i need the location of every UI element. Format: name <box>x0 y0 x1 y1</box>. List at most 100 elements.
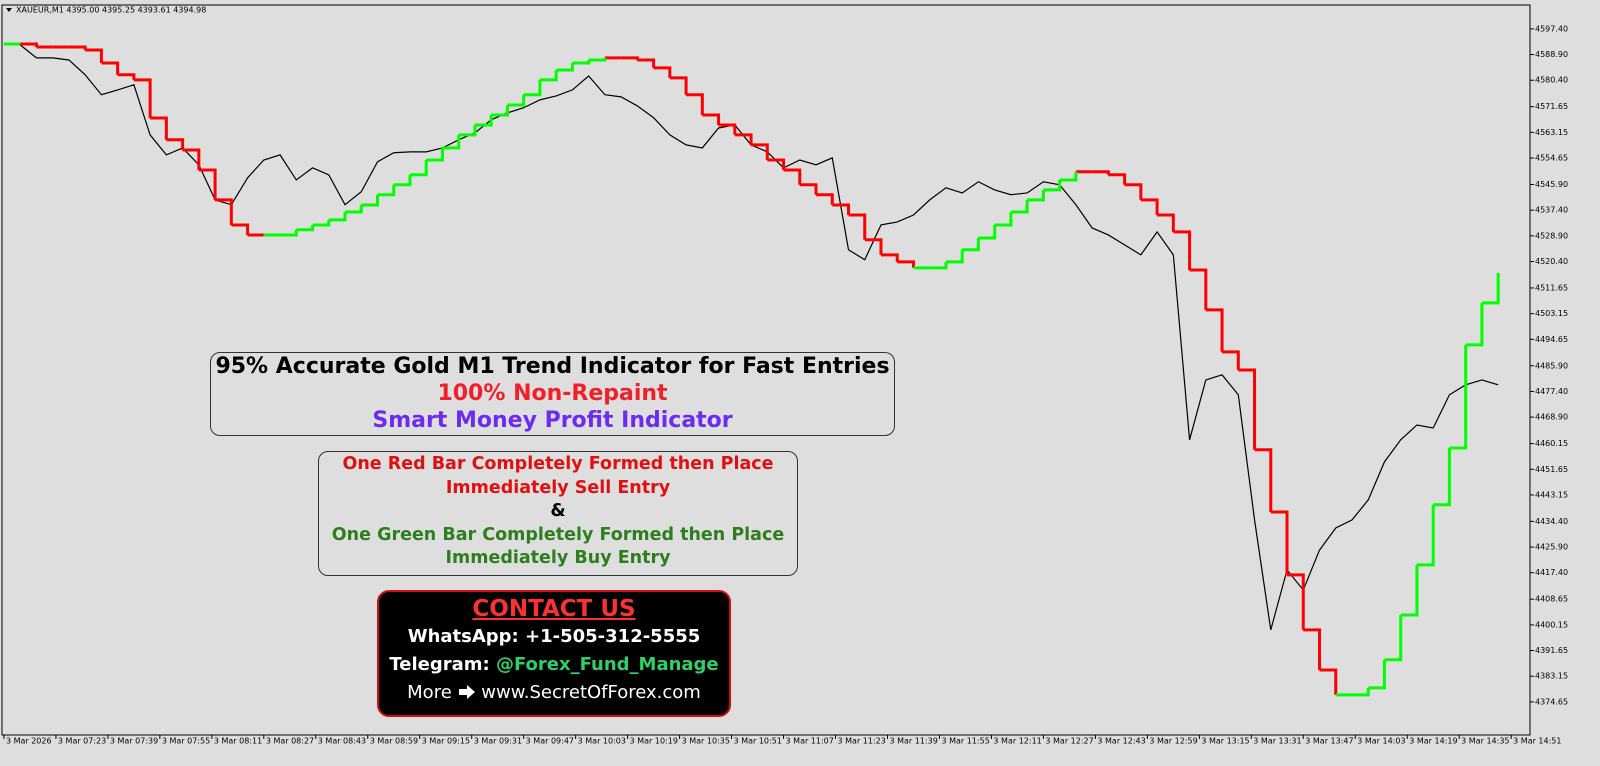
trend-step <box>1449 344 1468 450</box>
trend-step <box>556 63 574 72</box>
trend-step <box>848 213 867 240</box>
trend-step <box>653 66 672 78</box>
trend-step <box>1465 302 1484 347</box>
trend-step <box>816 193 834 206</box>
trend-step <box>491 105 509 117</box>
y-tick-label: 4554.65 <box>1535 154 1568 163</box>
trend-step <box>523 79 542 97</box>
telegram-label: Telegram: <box>389 654 490 675</box>
y-tick-label: 4588.90 <box>1535 50 1568 59</box>
trend-step <box>686 93 704 115</box>
trend-step <box>864 238 883 255</box>
menu-triangle <box>6 8 12 12</box>
trend-step <box>133 78 152 119</box>
x-tick-label: 3 Mar 09:47 <box>526 737 574 746</box>
trend-step <box>1157 213 1175 232</box>
trend-step <box>280 229 298 237</box>
trend-step <box>1238 368 1257 450</box>
arrow-icon <box>458 685 475 699</box>
trend-step <box>474 114 493 127</box>
x-tick-label: 3 Mar 12:11 <box>993 737 1041 746</box>
x-tick-label: 3 Mar 13:47 <box>1305 737 1353 746</box>
trend-step <box>734 133 753 145</box>
trend-step <box>458 124 477 137</box>
y-tick-label: 4400.15 <box>1535 620 1568 629</box>
y-tick-label: 4511.65 <box>1535 283 1568 292</box>
trend-step <box>85 48 103 64</box>
trend-step <box>897 260 915 268</box>
more-row: More www.SecretOfForex.com <box>379 679 729 707</box>
x-tick-label: 3 Mar 2026 <box>6 737 52 746</box>
x-tick-label: 3 Mar 09:15 <box>422 737 470 746</box>
y-tick-label: 4383.15 <box>1535 672 1568 681</box>
website[interactable]: www.SecretOfForex.com <box>481 682 701 703</box>
x-tick-label: 3 Mar 12:59 <box>1149 737 1197 746</box>
y-tick-label: 4571.65 <box>1535 102 1568 111</box>
x-tick-label: 3 Mar 10:51 <box>734 737 782 746</box>
trend-step <box>1400 564 1419 617</box>
y-tick-label: 4563.15 <box>1535 128 1568 137</box>
x-tick-label: 3 Mar 12:43 <box>1097 737 1145 746</box>
whatsapp: WhatsApp: +1-505-312-5555 <box>407 626 701 647</box>
headline: 95% Accurate Gold M1 Trend Indicator for… <box>215 354 890 379</box>
trend-step <box>978 224 997 240</box>
x-tick-label: 3 Mar 11:39 <box>889 737 937 746</box>
trend-step <box>572 59 591 65</box>
x-tick-label: 3 Mar 08:11 <box>214 737 262 746</box>
y-tick-label: 4374.65 <box>1535 697 1568 706</box>
y-tick-label: 4443.15 <box>1535 490 1568 499</box>
trend-step <box>117 73 136 80</box>
x-tick-label: 3 Mar 13:31 <box>1253 737 1301 746</box>
chart-title: XAUEUR,M1 4395.00 4395.25 4393.61 4394.9… <box>16 6 206 15</box>
rule: Immediately Buy Entry <box>445 548 671 568</box>
y-tick-label: 4417.40 <box>1535 568 1568 577</box>
trend-step <box>994 211 1013 227</box>
trend-step <box>377 184 396 197</box>
y-tick-label: 4391.65 <box>1535 646 1568 655</box>
trend-step <box>166 138 185 151</box>
x-tick-label: 3 Mar 11:23 <box>838 737 886 746</box>
x-tick-label: 3 Mar 12:27 <box>1045 737 1093 746</box>
trend-step <box>669 76 688 95</box>
x-tick-label: 3 Mar 07:39 <box>110 737 158 746</box>
trend-step <box>751 143 769 161</box>
rule: One Red Bar Completely Formed then Place <box>342 454 774 474</box>
rule: One Green Bar Completely Formed then Pla… <box>331 524 785 545</box>
trend-step <box>1433 447 1451 507</box>
trend-step <box>1108 173 1127 185</box>
x-tick-label: 3 Mar 10:19 <box>630 737 678 746</box>
trend-step <box>945 249 964 264</box>
trend-step <box>296 224 315 232</box>
x-tick-label: 3 Mar 10:03 <box>578 737 626 746</box>
trend-step <box>929 261 948 270</box>
trend-step <box>1481 273 1500 305</box>
x-tick-label: 3 Mar 14:51 <box>1513 737 1561 746</box>
trend-step <box>1222 350 1240 370</box>
trend-step <box>1368 659 1386 690</box>
trend-step <box>426 147 444 162</box>
trend-step <box>880 253 899 262</box>
y-tick-label: 4468.90 <box>1535 413 1568 422</box>
y-tick-label: 4434.40 <box>1535 517 1568 526</box>
trend-step <box>539 69 558 82</box>
rule: & <box>550 501 566 521</box>
headline: 100% Non-Repaint <box>437 381 668 406</box>
trend-step <box>361 194 380 207</box>
x-tick-label: 3 Mar 13:15 <box>1201 737 1249 746</box>
x-tick-label: 3 Mar 08:27 <box>266 737 314 746</box>
x-tick-label: 3 Mar 08:59 <box>370 737 418 746</box>
y-tick-label: 4451.65 <box>1535 465 1568 474</box>
trend-step <box>1059 171 1078 182</box>
telegram[interactable]: @Forex_Fund_Manage <box>495 654 719 675</box>
trend-step <box>1351 687 1370 697</box>
trend-step <box>1319 668 1338 695</box>
x-tick-label: 3 Mar 14:35 <box>1461 737 1509 746</box>
trend-step <box>101 61 120 75</box>
trend-step <box>1205 308 1224 352</box>
trend-step <box>832 203 851 215</box>
x-tick-label: 3 Mar 07:55 <box>162 737 210 746</box>
trend-step <box>1043 179 1062 192</box>
trend-step <box>1287 573 1305 630</box>
